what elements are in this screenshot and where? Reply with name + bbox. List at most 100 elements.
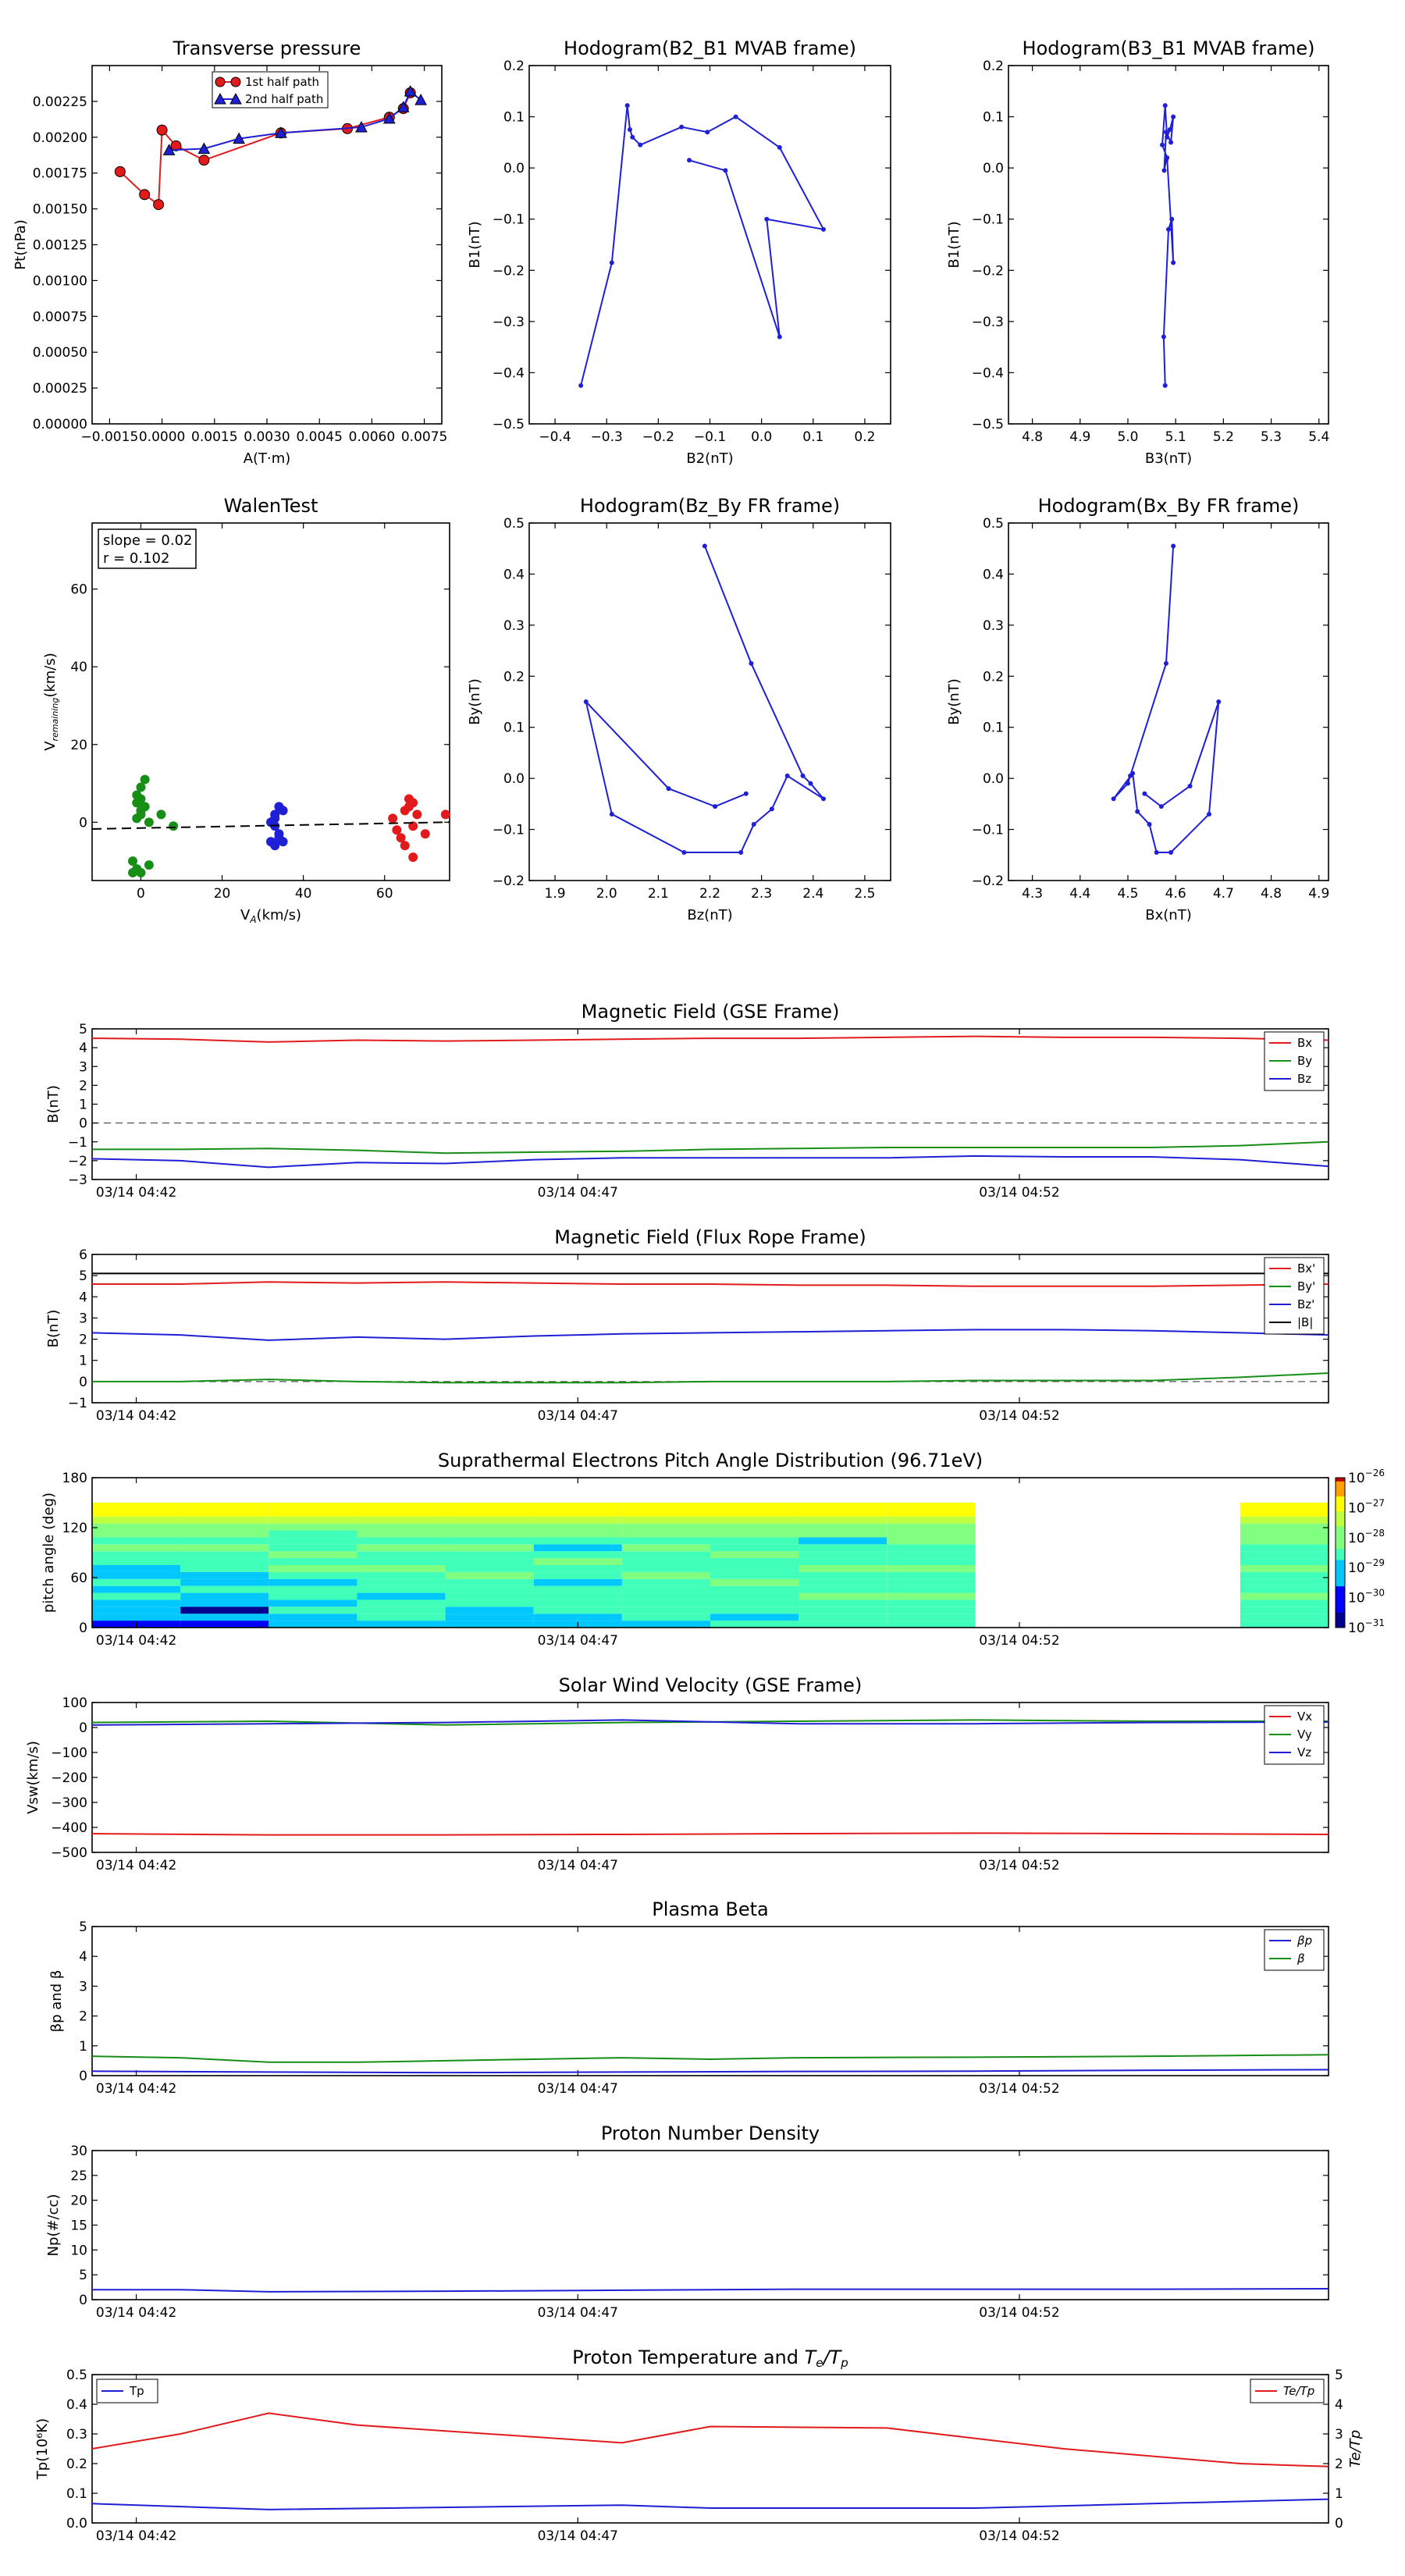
chart-hzy-point xyxy=(743,791,749,796)
chart-h31-series-line xyxy=(1161,105,1175,386)
chart-temp-ytick-label: 0.2 xyxy=(66,2457,87,2472)
chart-h21-point xyxy=(578,382,584,388)
chart-pad-cell xyxy=(710,1551,799,1559)
chart-tp-point xyxy=(153,199,165,211)
chart-h31-ytick-label: −0.4 xyxy=(972,365,1004,381)
chart-bgse-ytick-label: 3 xyxy=(79,1059,87,1075)
chart-h21-ytick-label: 0.0 xyxy=(503,161,525,176)
chart-temp-title-part: T xyxy=(805,2347,818,2368)
chart-temp-frame xyxy=(91,2374,1329,2524)
chart-hxy-point xyxy=(1207,811,1212,817)
chart-bgse-ytick-label: −3 xyxy=(68,1172,87,1188)
chart-h31-xtick-label: 5.4 xyxy=(1308,429,1329,445)
chart-h21-xlabel: B2(nT) xyxy=(686,450,733,467)
chart-pad-cell xyxy=(445,1516,534,1524)
chart-walen-point xyxy=(169,821,179,831)
chart-pad-cell xyxy=(269,1571,357,1579)
chart-pad-cell xyxy=(621,1592,710,1600)
chart-pad-cell xyxy=(710,1544,799,1552)
chart-bgse-legend-label: Bz xyxy=(1297,1072,1311,1086)
chart-temp-ytick-label: 0.4 xyxy=(66,2397,87,2413)
chart-pad-cell xyxy=(621,1516,710,1524)
chart-walen-point xyxy=(128,868,138,878)
chart-hzy-point xyxy=(609,811,614,817)
chart-h31-xtick-label: 5.1 xyxy=(1165,429,1186,445)
chart-pad-cell xyxy=(357,1537,446,1545)
chart-beta-ylabel: βp and β xyxy=(48,1970,65,2033)
chart-pad-cell xyxy=(799,1606,887,1614)
chart-pad-cell xyxy=(710,1509,799,1517)
colorbar-tick-exp: −31 xyxy=(1365,1617,1385,1628)
chart-pad-cell xyxy=(269,1530,357,1538)
chart-pad-cell xyxy=(533,1516,622,1524)
colorbar-segment xyxy=(1336,1515,1345,1520)
colorbar-segment xyxy=(1336,1582,1345,1587)
chart-np-title: Proton Number Density xyxy=(601,2122,820,2144)
colorbar-tick-exp: −27 xyxy=(1365,1497,1385,1508)
chart-pad-cell xyxy=(357,1544,446,1552)
chart-pad-cell xyxy=(445,1571,534,1579)
chart-pad-cell xyxy=(269,1614,357,1621)
chart-temp-ytick-right-label: 3 xyxy=(1335,2427,1343,2443)
chart-pad-cell xyxy=(710,1565,799,1572)
chart-pad-cell xyxy=(710,1503,799,1510)
chart-temp-ytick-right-label: 2 xyxy=(1335,2457,1343,2472)
chart-pad-cell xyxy=(621,1614,710,1621)
chart-h31-ytick-label: −0.1 xyxy=(972,212,1004,228)
chart-pad-cell xyxy=(799,1614,887,1621)
chart-walen-ylabel: Vremaining(km/s) xyxy=(42,653,60,751)
colorbar-segment xyxy=(1336,1537,1345,1542)
chart-pad-cell xyxy=(799,1523,887,1531)
chart-pad-cell xyxy=(799,1530,887,1538)
chart-vsw-xtick-label: 03/14 04:47 xyxy=(538,1858,618,1873)
chart-tp-ytick-label: 0.00200 xyxy=(33,130,87,146)
chart-pad-frame xyxy=(91,1477,1329,1628)
chart-pad-cell xyxy=(533,1592,622,1600)
colorbar-segment xyxy=(1336,1553,1345,1557)
chart-tp-title: Transverse pressure xyxy=(173,37,361,59)
chart-walen-xlabel-sub: A xyxy=(249,914,256,925)
chart-h31-xlabel: B3(nT) xyxy=(1145,450,1192,467)
chart-np-ylabel: Np(#/cc) xyxy=(45,2194,62,2257)
chart-h21-point xyxy=(777,334,782,340)
chart-pad-cell xyxy=(799,1565,887,1572)
chart-pad-cell xyxy=(621,1578,710,1586)
chart-walen-xtick-label: 40 xyxy=(295,886,312,902)
chart-pad-cell xyxy=(1240,1621,1329,1628)
chart-tp-xtick-label: 0.0015 xyxy=(191,429,237,445)
colorbar-segment xyxy=(1336,1530,1345,1535)
chart-pad-cell xyxy=(887,1516,976,1524)
chart-h31-point xyxy=(1162,103,1168,109)
chart-pad-cell xyxy=(887,1544,976,1552)
chart-tp-point xyxy=(156,124,168,136)
chart-pad-cell xyxy=(710,1558,799,1565)
chart-pad-cell xyxy=(180,1509,269,1517)
chart-walen-point xyxy=(136,806,146,816)
chart-pad-cell xyxy=(445,1565,534,1572)
chart-bfr-ytick-label: 2 xyxy=(79,1332,87,1348)
chart-h21-series-line xyxy=(580,105,825,386)
chart-pad-cell xyxy=(1240,1516,1329,1524)
chart-pad-cell xyxy=(269,1578,357,1586)
chart-pad-cell xyxy=(1240,1523,1329,1531)
chart-pad-cell xyxy=(92,1530,181,1538)
chart-hxy-point xyxy=(1125,781,1130,786)
chart-tp-legend-label: 2nd half path xyxy=(245,92,323,106)
chart-hzy-xtick-label: 2.5 xyxy=(854,886,875,902)
chart-walen-point xyxy=(136,782,146,792)
chart-np-ytick-label: 25 xyxy=(70,2169,87,2184)
chart-pad-cell xyxy=(621,1558,710,1565)
colorbar-segment xyxy=(1336,1624,1345,1628)
chart-hzy-point xyxy=(713,804,718,809)
chart-pad-cell xyxy=(269,1537,357,1545)
chart-pad-cell xyxy=(269,1503,357,1510)
colorbar-segment xyxy=(1336,1574,1345,1580)
chart-pad-cell xyxy=(799,1551,887,1559)
chart-hxy-ytick-label: 0.2 xyxy=(983,669,1004,685)
chart-tp-xtick-label: −0.0015 xyxy=(81,429,139,445)
chart-beta-frame xyxy=(91,1926,1329,2076)
chart-bfr-xtick-label: 03/14 04:52 xyxy=(979,1408,1059,1424)
chart-pad-cell xyxy=(621,1565,710,1572)
chart-h21-title: Hodogram(B2_B1 MVAB frame) xyxy=(564,37,856,59)
chart-pad-cell xyxy=(92,1585,181,1593)
